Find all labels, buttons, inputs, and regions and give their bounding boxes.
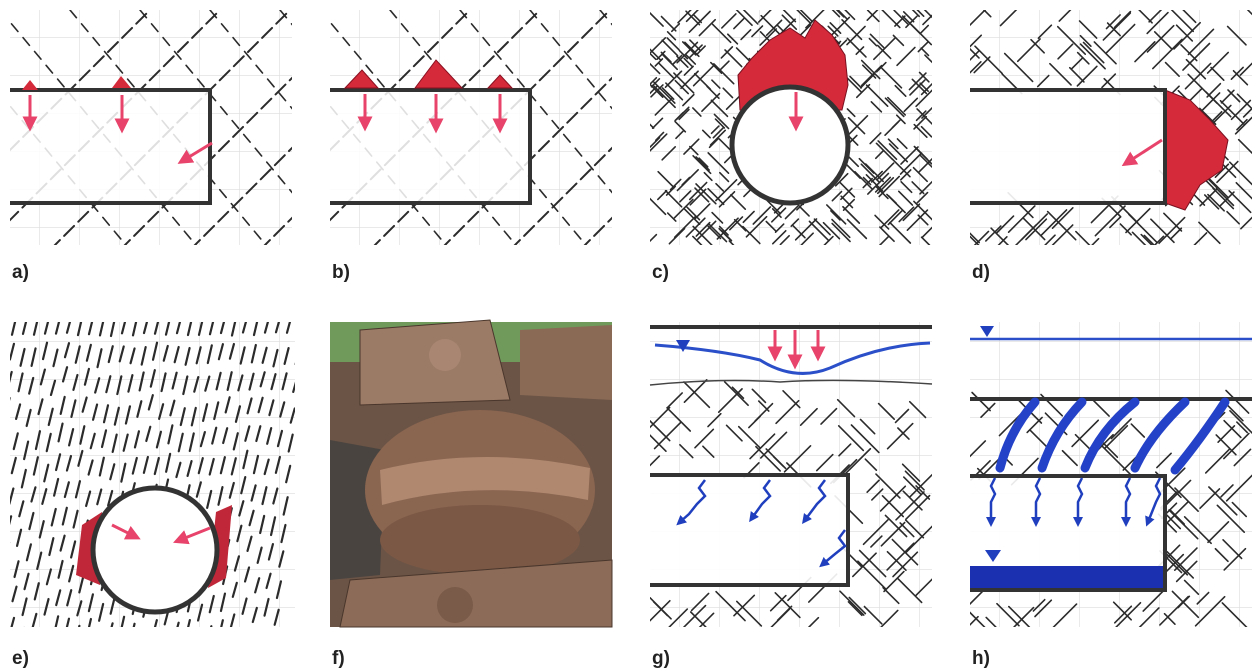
panel-label: g) [652,648,670,669]
hatch-line [42,629,46,644]
hatch-line [207,626,211,641]
hatch-line [262,629,266,645]
panel-b-drawing [330,60,530,203]
page: a) b) c) d) e) f) g) h) (() => { const d… [0,0,1253,672]
panel-label: e) [12,648,29,669]
hatch-line [1,318,5,335]
hatch-line [3,429,7,444]
hatch-line [296,347,300,364]
figure: a) b) c) d) e) f) g) h) [0,0,1253,672]
panel-a-drawing [10,76,212,203]
hatch-line [6,398,10,414]
panel-label: h) [972,648,990,669]
panel-label: b) [332,262,350,283]
hatch-line [0,603,4,618]
panel-f-photo [330,320,612,627]
panel-label: d) [972,262,990,283]
panel-label: a) [12,262,29,283]
hatch-line [0,627,2,644]
hatch-line [0,509,1,527]
panel-label: c) [652,262,669,283]
hatch-line [75,626,79,644]
hatch-line [5,543,9,559]
hatch-line [1,453,5,467]
hatch-line [0,482,3,498]
hatch-line [20,628,24,644]
hatch-line [3,573,7,589]
hatch-line [298,318,302,336]
panel-label: f) [332,648,345,669]
panel-d-drawing [970,90,1228,210]
hatch-line [0,348,3,364]
